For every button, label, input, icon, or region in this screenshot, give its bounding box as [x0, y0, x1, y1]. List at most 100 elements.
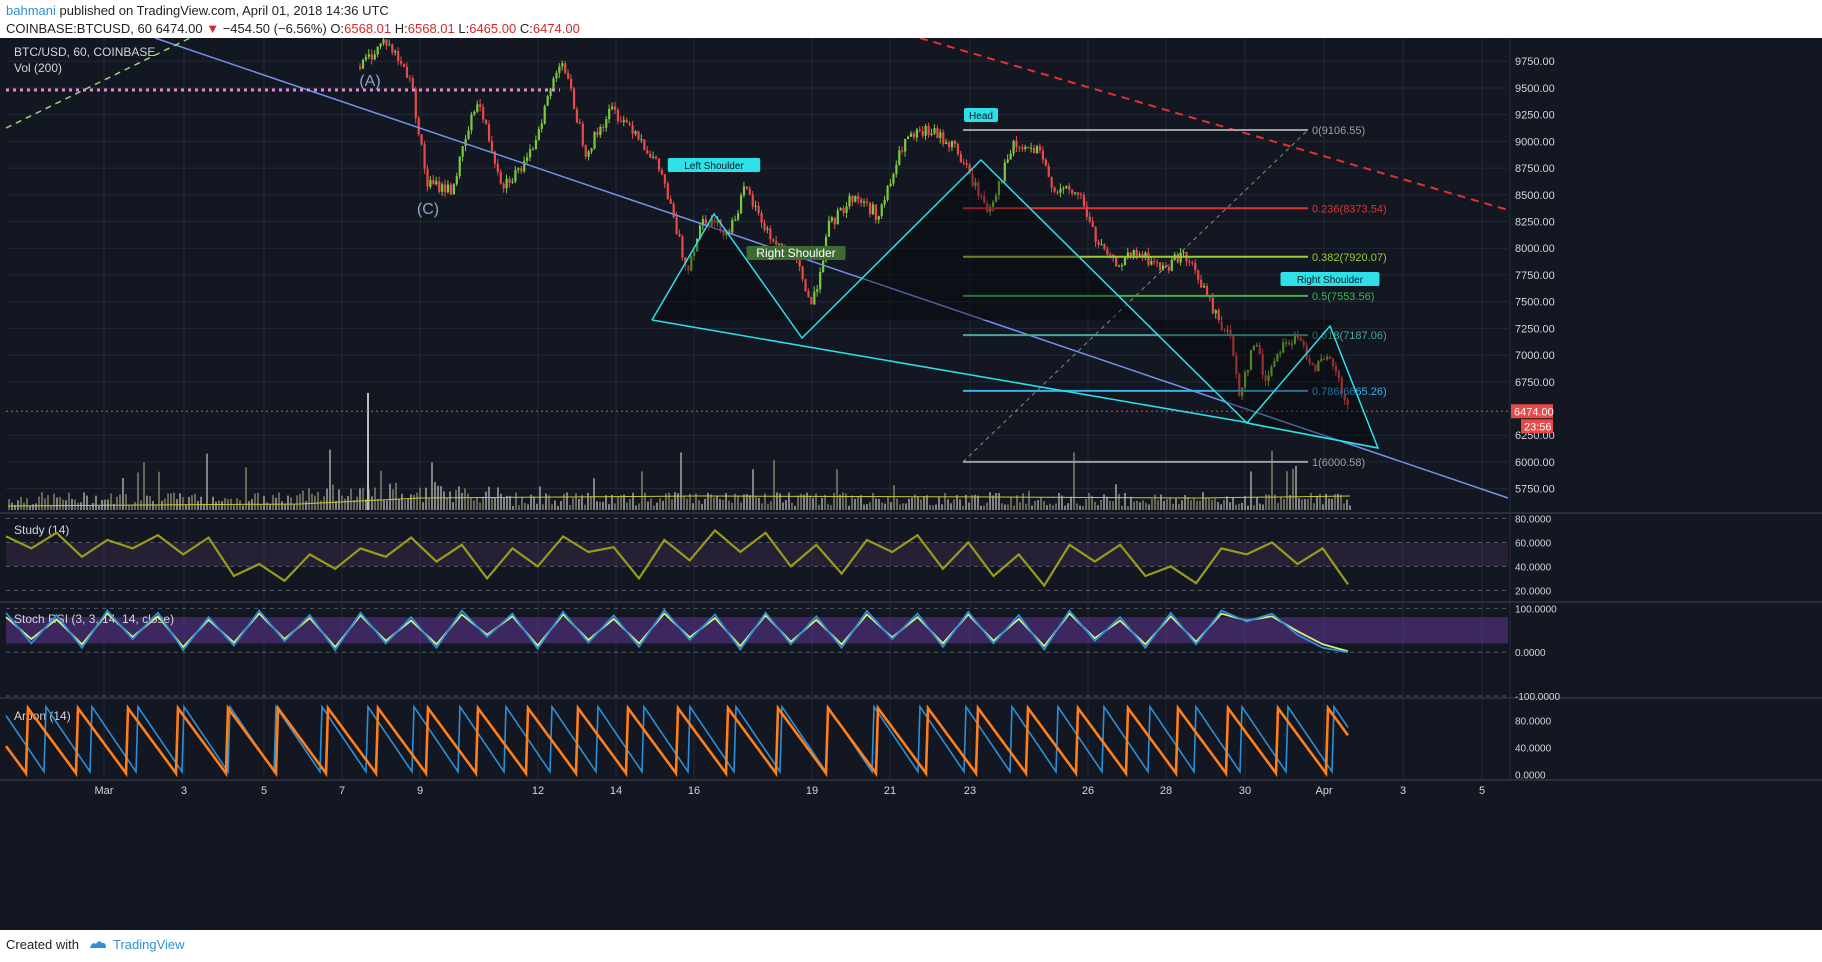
- candle-body: [860, 199, 863, 203]
- high-value: 6568.01: [407, 21, 455, 36]
- volume-bar: [344, 498, 346, 510]
- volume-bar: [359, 488, 361, 510]
- study-pane[interactable]: Study (14): [5, 523, 1349, 588]
- candle-body: [619, 121, 623, 123]
- volume-bar: [1334, 494, 1336, 510]
- candle-body: [443, 184, 447, 193]
- volume-bar: [1040, 497, 1042, 510]
- volume-bar: [1043, 501, 1045, 510]
- candle-body: [994, 195, 998, 202]
- chart-canvas[interactable]: 0(9106.55) 0.236(8373.54) 0.382(7920.07) 0.…: [0, 38, 1822, 930]
- volume-bar: [377, 498, 379, 510]
- volume-bar: [986, 502, 988, 510]
- volume-bar: [635, 505, 637, 510]
- candle-body: [719, 219, 722, 231]
- volume-bar: [143, 462, 145, 510]
- volume-bar: [944, 492, 946, 510]
- candle-body: [751, 194, 754, 207]
- volume-bar: [167, 493, 169, 510]
- candle-body: [1068, 186, 1071, 190]
- candle-body: [1044, 159, 1047, 166]
- volume-bar: [995, 493, 997, 510]
- volume-bar: [1238, 503, 1240, 510]
- candle-body: [1302, 340, 1305, 346]
- tradingview-link[interactable]: TradingView: [89, 937, 185, 952]
- candle-body: [1135, 250, 1138, 256]
- stoch-rsi-pane[interactable]: Stoch RSI (3, 3, 14, 14, close): [5, 608, 1349, 654]
- pattern-fill: [652, 160, 1336, 423]
- candle-body: [411, 78, 414, 89]
- candle-body: [1027, 146, 1030, 149]
- volume-bar: [869, 502, 871, 510]
- candle-body: [564, 63, 567, 74]
- x-tick-label: Mar: [95, 785, 114, 797]
- volume-bar: [1016, 495, 1018, 510]
- candle-body: [1115, 257, 1118, 267]
- volume-bar: [1184, 495, 1186, 510]
- volume-bar: [401, 493, 403, 510]
- candle-body: [634, 131, 637, 134]
- volume-bar: [119, 494, 121, 510]
- candle-body: [1214, 310, 1217, 314]
- volume-bar: [845, 493, 847, 510]
- volume-bar: [707, 492, 709, 510]
- created-with-label: Created with: [6, 936, 79, 952]
- candle-body: [842, 208, 845, 213]
- candle-body: [1091, 221, 1094, 228]
- candle-body: [446, 184, 450, 193]
- volume-bar: [911, 497, 913, 510]
- volume-bar: [983, 505, 985, 510]
- candle-body: [528, 149, 532, 158]
- wave-label: (C): [417, 201, 439, 218]
- volume-bar: [866, 504, 868, 510]
- candle-body: [1258, 345, 1261, 355]
- stoch-title: Stoch RSI (3, 3, 14, 14, close): [14, 612, 174, 626]
- volume-bar: [1160, 494, 1162, 510]
- wave-label: (A): [359, 73, 380, 90]
- volume-bar: [1331, 498, 1333, 510]
- candle-body: [1346, 400, 1349, 406]
- candle-body: [672, 203, 675, 218]
- volume-bar: [1103, 494, 1105, 510]
- volume-bar: [1280, 497, 1282, 510]
- candle-body: [942, 132, 945, 145]
- aroon-pane[interactable]: Aroon (14): [4, 704, 1350, 778]
- candle-body: [1238, 374, 1241, 396]
- volume-bar: [1049, 503, 1051, 510]
- candle-body: [1226, 329, 1229, 331]
- publish-info: published on TradingView.com, April 01, …: [59, 3, 389, 18]
- volume-bar: [1175, 498, 1177, 510]
- volume-bar: [1088, 492, 1090, 510]
- candle-body: [895, 164, 898, 174]
- candle-body: [432, 179, 435, 185]
- volume-bar: [665, 493, 667, 510]
- candle-body: [883, 199, 886, 205]
- candle-body: [593, 131, 596, 149]
- annotation-tag: [1280, 272, 1380, 286]
- candle-body: [1132, 250, 1135, 256]
- candle-body: [968, 164, 971, 175]
- neckline: [651, 319, 1251, 424]
- candle-body: [1305, 345, 1308, 359]
- candle-body: [801, 266, 804, 280]
- volume-bar: [1220, 504, 1222, 510]
- candle-body: [1050, 177, 1053, 188]
- candle-body: [1200, 279, 1203, 288]
- volume-bar: [713, 497, 715, 510]
- candle-body: [581, 123, 584, 146]
- main-price-pane[interactable]: 0(9106.55) 0.236(8373.54) 0.382(7920.07) 0.…: [5, 38, 1509, 510]
- candle-body: [898, 150, 901, 165]
- author-link[interactable]: bahmani: [6, 3, 56, 18]
- candle-body: [1255, 345, 1258, 347]
- candle-body: [605, 119, 608, 128]
- volume-bar: [254, 493, 256, 510]
- volume-bar: [317, 491, 319, 510]
- volume-bar: [281, 501, 283, 510]
- candle-body: [693, 251, 696, 257]
- volume-bar: [617, 496, 619, 510]
- volume-bar: [320, 500, 322, 510]
- volume-bar: [1232, 497, 1234, 510]
- candle-body: [420, 134, 423, 145]
- candle-body: [502, 183, 505, 189]
- candle-body: [578, 122, 581, 124]
